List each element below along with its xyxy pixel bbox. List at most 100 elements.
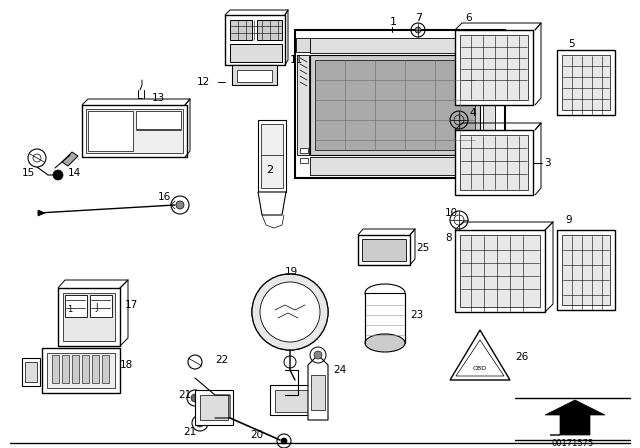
Bar	[258, 120, 286, 192]
Text: 13: 13	[152, 93, 165, 103]
Bar	[365, 293, 405, 343]
Bar	[92, 355, 99, 383]
Text: 26: 26	[515, 352, 528, 362]
Text: 22: 22	[215, 355, 228, 365]
Circle shape	[176, 201, 184, 209]
Bar	[455, 230, 545, 312]
Bar	[460, 35, 528, 100]
Bar	[270, 385, 315, 415]
Text: 17: 17	[125, 300, 138, 310]
Bar	[102, 355, 109, 383]
Bar	[562, 55, 610, 110]
Bar	[195, 390, 233, 425]
Text: 12: 12	[197, 77, 211, 87]
Text: 4: 4	[469, 108, 476, 118]
Bar	[90, 295, 112, 317]
Text: 11: 11	[290, 55, 303, 65]
Bar	[237, 70, 272, 82]
Bar	[52, 355, 59, 383]
Text: 6: 6	[465, 13, 472, 23]
Ellipse shape	[365, 334, 405, 352]
Bar	[485, 158, 493, 163]
Text: 16: 16	[158, 192, 172, 202]
Text: 21: 21	[178, 390, 191, 400]
Polygon shape	[62, 152, 78, 166]
Bar	[455, 30, 533, 105]
Text: 18: 18	[120, 360, 133, 370]
Text: 3: 3	[544, 158, 550, 168]
Text: 00171575: 00171575	[552, 439, 594, 448]
Text: 24: 24	[333, 365, 346, 375]
Polygon shape	[38, 210, 45, 216]
Circle shape	[415, 27, 421, 33]
Bar	[86, 109, 183, 153]
Bar	[562, 235, 610, 305]
Text: 15: 15	[22, 168, 35, 178]
Bar	[225, 15, 285, 65]
Polygon shape	[308, 355, 328, 420]
Text: 19: 19	[285, 267, 298, 277]
Bar	[72, 355, 79, 383]
Bar	[62, 355, 69, 383]
Circle shape	[191, 394, 199, 402]
Text: 25: 25	[416, 243, 429, 253]
Bar	[25, 362, 37, 382]
Ellipse shape	[260, 282, 320, 342]
Bar	[82, 355, 89, 383]
Text: 14: 14	[68, 168, 81, 178]
Text: 1: 1	[390, 17, 397, 27]
Ellipse shape	[365, 284, 405, 302]
Polygon shape	[258, 192, 286, 215]
Bar	[42, 348, 120, 393]
Text: 2: 2	[266, 165, 273, 175]
Bar	[311, 375, 325, 410]
Text: 23: 23	[410, 310, 423, 320]
Bar	[257, 20, 282, 40]
Text: OBD: OBD	[473, 366, 487, 370]
Bar	[483, 55, 495, 155]
Text: 7: 7	[415, 13, 422, 23]
Bar	[557, 50, 615, 115]
Text: 8: 8	[445, 233, 452, 243]
Bar	[557, 230, 615, 310]
Bar	[200, 395, 228, 420]
Bar	[63, 293, 115, 341]
Polygon shape	[450, 330, 510, 380]
Polygon shape	[545, 400, 605, 435]
Bar	[261, 124, 283, 188]
Circle shape	[281, 438, 287, 444]
Bar	[315, 60, 475, 150]
Bar	[230, 44, 282, 62]
Bar	[358, 235, 410, 265]
Bar	[230, 20, 252, 40]
Bar	[460, 235, 540, 307]
Circle shape	[196, 419, 204, 427]
Text: 5: 5	[568, 39, 575, 49]
Text: 20: 20	[250, 430, 263, 440]
Bar	[300, 148, 308, 153]
Bar	[22, 358, 40, 386]
Bar	[310, 38, 480, 53]
Bar	[455, 130, 533, 195]
Text: 10: 10	[445, 208, 458, 218]
Text: 21: 21	[183, 427, 196, 437]
Circle shape	[314, 351, 322, 359]
Bar	[232, 65, 277, 85]
Bar	[275, 390, 310, 412]
Bar	[58, 288, 120, 346]
Circle shape	[53, 170, 63, 180]
Text: 1: 1	[67, 306, 72, 314]
Bar	[88, 111, 133, 151]
Ellipse shape	[252, 274, 328, 350]
Text: 9: 9	[565, 215, 572, 225]
Bar	[295, 30, 505, 178]
Bar	[310, 157, 480, 175]
Bar	[65, 295, 87, 317]
Polygon shape	[456, 340, 504, 376]
Bar	[300, 158, 308, 163]
Bar	[297, 55, 309, 155]
Bar	[136, 111, 181, 129]
Bar	[47, 353, 115, 388]
Bar	[310, 55, 480, 155]
Bar	[296, 38, 310, 52]
